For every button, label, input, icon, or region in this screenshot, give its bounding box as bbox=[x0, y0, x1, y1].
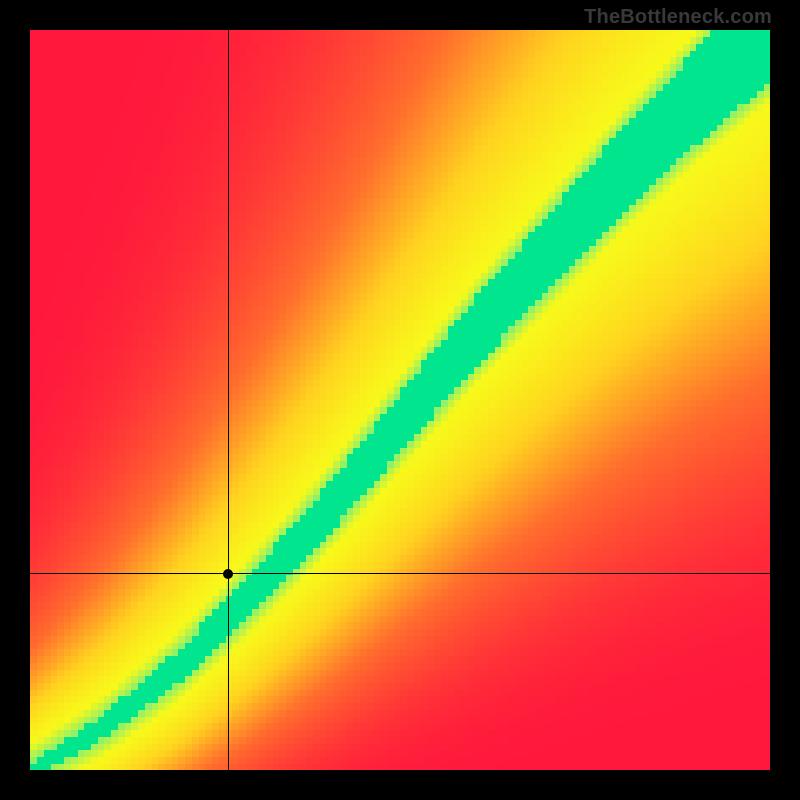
bottleneck-heatmap bbox=[30, 30, 770, 770]
crosshair-vertical bbox=[228, 30, 229, 770]
crosshair-dot bbox=[223, 569, 233, 579]
crosshair-horizontal bbox=[30, 573, 770, 574]
watermark-text: TheBottleneck.com bbox=[584, 6, 772, 29]
